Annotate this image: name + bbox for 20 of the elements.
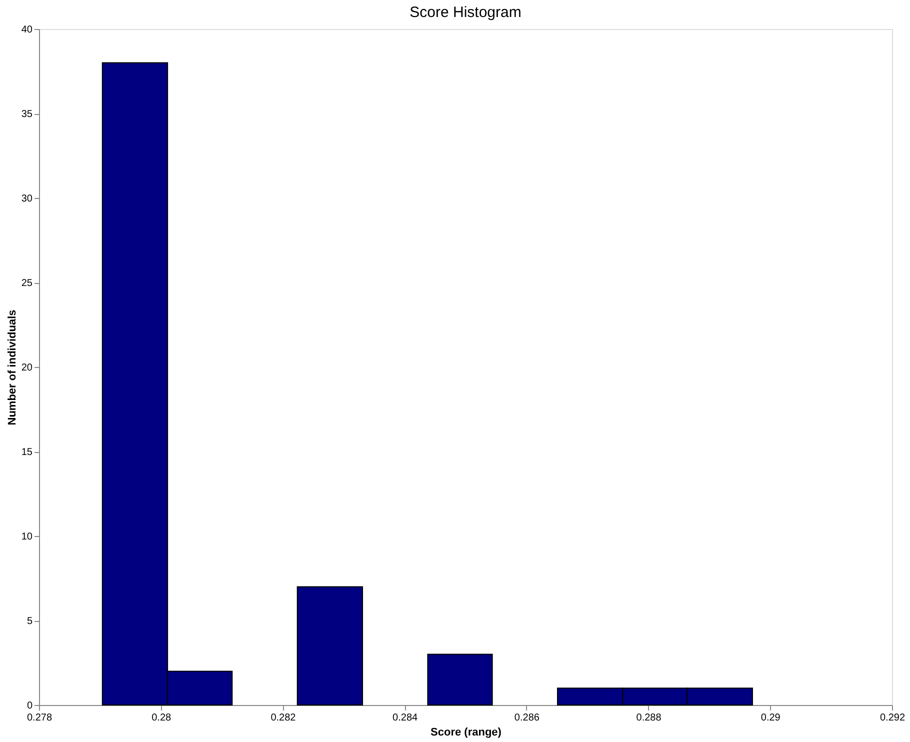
x-tick-label: 0.288 — [636, 712, 662, 724]
x-tick-label: 0.284 — [392, 712, 418, 724]
y-axis-title: Number of individuals — [6, 310, 18, 426]
x-axis-title: Score (range) — [430, 726, 502, 738]
y-tick-label: 5 — [26, 616, 33, 627]
y-tick-label: 25 — [21, 278, 33, 289]
y-tick-label: 20 — [21, 362, 33, 374]
x-tick-label: 0.278 — [26, 712, 52, 724]
x-tick-label: 0.28 — [152, 712, 172, 724]
y-tick-label: 0 — [26, 700, 33, 712]
y-tick-label: 40 — [21, 24, 33, 36]
x-tick-label: 0.282 — [270, 712, 296, 724]
x-tick-label: 0.292 — [880, 712, 906, 724]
y-tick-label: 10 — [21, 532, 33, 542]
y-tick-label: 15 — [21, 447, 33, 458]
chart-title: Score Histogram — [410, 4, 522, 21]
x-tick-label: 0.286 — [514, 712, 540, 724]
x-tick-label: 0.29 — [760, 712, 781, 724]
y-tick-label: 35 — [21, 109, 33, 120]
y-tick-label: 30 — [21, 194, 33, 204]
